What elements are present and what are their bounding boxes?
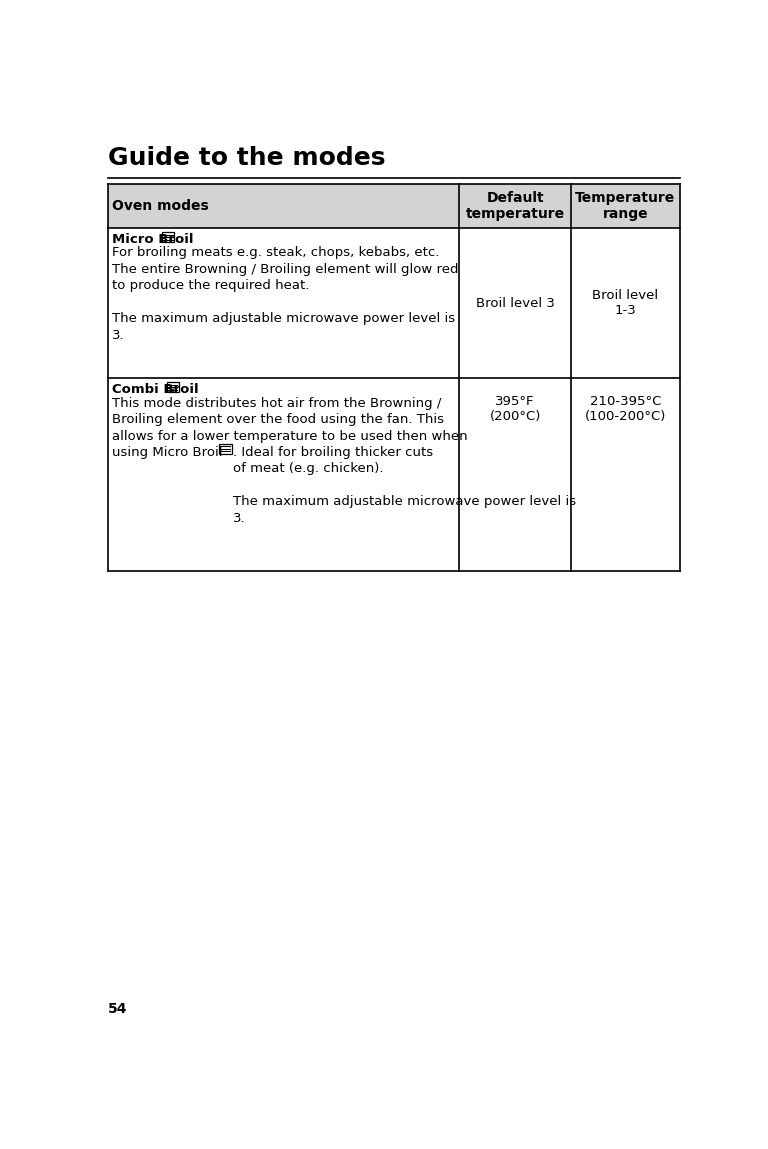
Text: . Ideal for broiling thicker cuts
of meat (e.g. chicken).

The maximum adjustabl: . Ideal for broiling thicker cuts of mea… <box>233 446 576 525</box>
Text: Guide to the modes: Guide to the modes <box>108 146 385 170</box>
Text: For broiling meats e.g. steak, chops, kebabs, etc.
The entire Browning / Broilin: For broiling meats e.g. steak, chops, ke… <box>112 246 458 342</box>
Text: 395°F
(200°C): 395°F (200°C) <box>489 395 541 423</box>
Text: Default
temperature: Default temperature <box>465 191 564 221</box>
Text: Combi Broil: Combi Broil <box>112 383 199 395</box>
Bar <box>219 444 232 454</box>
Text: Oven modes: Oven modes <box>112 199 209 213</box>
Text: 54: 54 <box>108 1002 127 1016</box>
Text: Temperature
range: Temperature range <box>575 191 675 221</box>
Text: Micro Broil: Micro Broil <box>112 232 194 246</box>
Text: Broil level
1-3: Broil level 1-3 <box>592 290 658 317</box>
Text: This mode distributes hot air from the Browning /
Broiling element over the food: This mode distributes hot air from the B… <box>112 396 468 460</box>
Bar <box>162 232 174 242</box>
Text: 210-395°C
(100-200°C): 210-395°C (100-200°C) <box>584 395 666 423</box>
Bar <box>167 383 179 392</box>
Text: Broil level 3: Broil level 3 <box>475 296 554 309</box>
Bar <box>108 184 680 228</box>
